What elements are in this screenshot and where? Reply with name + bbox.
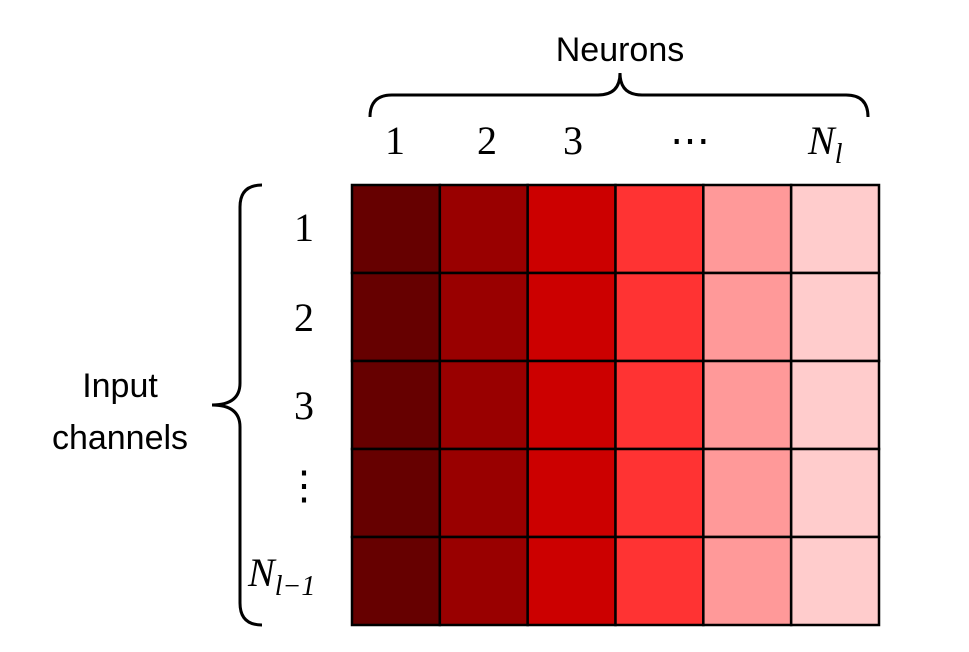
matrix-cell xyxy=(614,447,705,539)
label-base: N xyxy=(807,118,837,163)
row-label: 2 xyxy=(294,295,314,340)
matrix-cell xyxy=(438,183,529,275)
matrix-cell xyxy=(702,183,793,275)
matrix-cell xyxy=(438,271,529,363)
matrix-cell xyxy=(789,447,881,539)
row-label: 1 xyxy=(294,205,314,250)
matrix-cell xyxy=(350,447,442,539)
matrix-cell xyxy=(526,271,617,363)
side-label: Input xyxy=(82,367,158,405)
left-brace xyxy=(211,183,263,627)
matrix-cell xyxy=(789,183,881,275)
matrix-cell xyxy=(350,271,442,363)
matrix-cell xyxy=(789,359,881,451)
matrix-cell xyxy=(438,447,529,539)
row-label: Nl−1 xyxy=(247,550,315,602)
matrix-cell xyxy=(702,359,793,451)
matrix-cell xyxy=(350,183,442,275)
column-label: 1 xyxy=(385,118,405,163)
top-brace xyxy=(368,72,870,118)
column-label: 2 xyxy=(477,118,497,163)
matrix-grid xyxy=(350,183,881,627)
matrix-cell xyxy=(526,447,617,539)
matrix-cell xyxy=(614,271,705,363)
label-base: N xyxy=(247,550,277,595)
top-label: Neurons xyxy=(556,31,685,69)
matrix-cell xyxy=(350,359,442,451)
matrix-cell xyxy=(702,447,793,539)
matrix-cell xyxy=(702,535,793,627)
column-label: 3 xyxy=(563,118,583,163)
column-label: Nl xyxy=(807,118,843,170)
matrix-cell xyxy=(789,535,881,627)
matrix-cell xyxy=(438,535,529,627)
matrix-cell xyxy=(702,271,793,363)
matrix-cell xyxy=(789,271,881,363)
column-label: ⋯ xyxy=(670,118,710,163)
matrix-cell xyxy=(614,183,705,275)
label-sub: l xyxy=(835,139,843,170)
matrix-cell xyxy=(614,359,705,451)
side-label: channels xyxy=(52,419,188,457)
matrix-cell xyxy=(438,359,529,451)
label-sub: l−1 xyxy=(275,571,316,602)
row-label: ⋮ xyxy=(284,463,324,508)
matrix-cell xyxy=(350,535,442,627)
matrix-cell xyxy=(614,535,705,627)
row-label: 3 xyxy=(294,383,314,428)
matrix-cell xyxy=(526,535,617,627)
matrix-cell xyxy=(526,183,617,275)
matrix-cell xyxy=(526,359,617,451)
